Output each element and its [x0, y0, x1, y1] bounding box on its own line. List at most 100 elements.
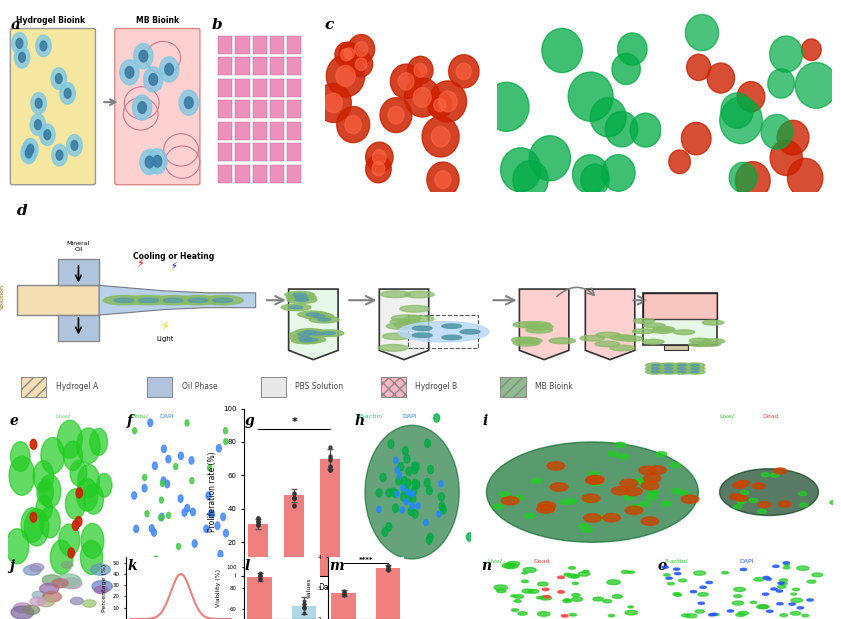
Circle shape: [61, 561, 73, 568]
Bar: [252, 57, 267, 75]
Circle shape: [678, 364, 686, 366]
Circle shape: [780, 614, 788, 617]
Circle shape: [537, 504, 554, 513]
Circle shape: [770, 140, 802, 175]
Circle shape: [571, 575, 579, 578]
Circle shape: [678, 371, 686, 373]
Text: Brdu/: Brdu/: [131, 413, 149, 418]
Text: j: j: [9, 559, 14, 573]
Circle shape: [335, 42, 357, 67]
Circle shape: [685, 366, 705, 371]
Circle shape: [733, 601, 743, 605]
Circle shape: [662, 566, 669, 568]
Point: [337, 586, 351, 596]
Circle shape: [513, 495, 523, 500]
FancyBboxPatch shape: [114, 28, 200, 184]
Circle shape: [558, 576, 564, 579]
Circle shape: [610, 345, 635, 351]
Circle shape: [165, 480, 170, 488]
Circle shape: [398, 472, 402, 478]
Point: [288, 493, 301, 503]
Circle shape: [224, 438, 228, 444]
Bar: [219, 122, 232, 140]
Circle shape: [395, 491, 399, 497]
Circle shape: [636, 478, 647, 483]
Circle shape: [90, 428, 108, 456]
Circle shape: [412, 462, 418, 470]
Text: Oil Phase: Oil Phase: [182, 383, 218, 391]
FancyBboxPatch shape: [21, 377, 46, 397]
Ellipse shape: [34, 119, 41, 129]
Circle shape: [636, 478, 646, 483]
Circle shape: [410, 503, 415, 509]
Circle shape: [148, 419, 153, 426]
Circle shape: [213, 298, 233, 303]
Circle shape: [672, 370, 691, 374]
Y-axis label: values: values: [307, 578, 312, 599]
Text: l: l: [245, 559, 250, 573]
Circle shape: [72, 521, 79, 530]
Circle shape: [345, 116, 362, 134]
Circle shape: [625, 487, 643, 496]
Circle shape: [656, 452, 667, 457]
Circle shape: [690, 591, 696, 593]
Circle shape: [647, 495, 657, 500]
Circle shape: [584, 498, 594, 503]
Circle shape: [648, 490, 659, 495]
Circle shape: [208, 465, 212, 471]
Circle shape: [685, 370, 705, 374]
Point: [288, 501, 301, 511]
Point: [337, 589, 351, 599]
Circle shape: [405, 479, 411, 487]
Circle shape: [582, 494, 600, 503]
Circle shape: [390, 488, 396, 496]
Circle shape: [807, 599, 813, 601]
Circle shape: [218, 550, 223, 558]
Point: [337, 590, 351, 600]
Text: Cooling or Heating: Cooling or Heating: [133, 253, 214, 261]
Bar: [270, 144, 284, 162]
Ellipse shape: [40, 41, 47, 51]
Circle shape: [606, 111, 637, 147]
Text: Cell-laden
solution: Cell-laden solution: [0, 285, 4, 316]
Point: [288, 488, 301, 498]
Circle shape: [438, 91, 458, 111]
Circle shape: [224, 428, 227, 434]
Circle shape: [145, 511, 149, 517]
Circle shape: [91, 564, 110, 575]
Circle shape: [365, 425, 459, 559]
Circle shape: [694, 571, 706, 575]
Circle shape: [758, 501, 771, 508]
Circle shape: [518, 612, 527, 615]
Point: [381, 565, 394, 574]
Circle shape: [666, 577, 672, 579]
Circle shape: [729, 162, 757, 193]
Text: e: e: [9, 413, 19, 428]
Bar: [219, 79, 232, 97]
Circle shape: [643, 339, 664, 344]
Ellipse shape: [16, 38, 23, 48]
Circle shape: [206, 492, 211, 500]
Circle shape: [412, 479, 418, 488]
Circle shape: [579, 524, 590, 529]
Circle shape: [784, 564, 790, 566]
Circle shape: [153, 295, 193, 305]
Circle shape: [439, 481, 443, 487]
Circle shape: [603, 514, 621, 522]
Circle shape: [21, 508, 44, 542]
Bar: [252, 79, 267, 97]
Circle shape: [561, 500, 571, 504]
Circle shape: [674, 330, 695, 335]
Circle shape: [500, 491, 510, 497]
Circle shape: [698, 602, 705, 604]
Text: Hydrogel B: Hydrogel B: [415, 383, 458, 391]
Circle shape: [403, 447, 409, 455]
Circle shape: [309, 316, 339, 323]
Ellipse shape: [132, 95, 151, 120]
Circle shape: [572, 594, 580, 597]
Bar: [235, 57, 250, 75]
Text: a: a: [10, 18, 20, 32]
FancyBboxPatch shape: [147, 377, 172, 397]
Bar: [252, 122, 267, 140]
Circle shape: [702, 320, 724, 325]
